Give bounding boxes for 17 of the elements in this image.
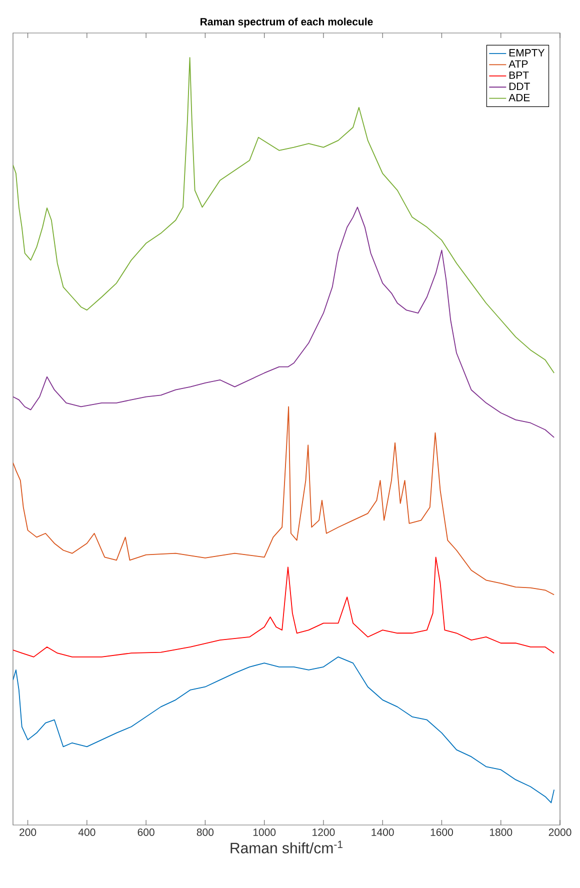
legend-label: EMPTY [509, 49, 545, 56]
x-tick-label: 1800 [490, 828, 512, 836]
x-tick-label: 1400 [372, 828, 394, 836]
x-tick-label: 800 [196, 828, 214, 836]
x-tick-label: 1200 [312, 828, 335, 836]
x-tick-label: 200 [20, 828, 36, 836]
x-tick-label: 1000 [253, 828, 276, 836]
legend-label: BPT [509, 72, 529, 79]
x-tick-label: 400 [78, 828, 96, 836]
x-tick-label: 600 [138, 828, 154, 836]
legend-label: ADE [508, 94, 530, 102]
chart-title: Raman spectrum of each molecule [200, 18, 373, 28]
x-tick-label: 1600 [430, 828, 453, 836]
legend-label: ATP [508, 60, 528, 68]
legend-label: DDT [509, 82, 530, 90]
x-tick-label: 2000 [548, 828, 572, 836]
x-axis-title: Raman shift/cm$^{-1}$ [230, 840, 343, 854]
